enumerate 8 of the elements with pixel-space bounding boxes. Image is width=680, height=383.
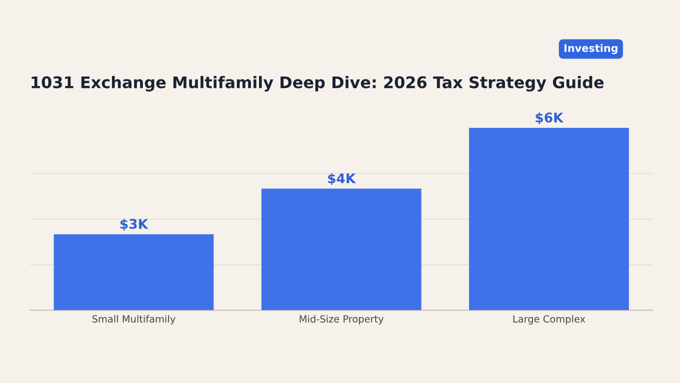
x-tick-label: Large Complex xyxy=(513,315,586,324)
x-tick-label: Small Multifamily xyxy=(92,315,176,324)
data-label: $6K xyxy=(536,112,564,124)
text: Investing xyxy=(564,44,618,54)
data-label: $3K xyxy=(120,218,148,231)
chart-title: 1031 Exchange Multifamily Deep Dive: 2026 Tax Strategy Guide xyxy=(32,76,604,92)
data-label: $4K xyxy=(328,173,356,186)
x-tick-label: Mid-Size Property xyxy=(300,315,384,324)
